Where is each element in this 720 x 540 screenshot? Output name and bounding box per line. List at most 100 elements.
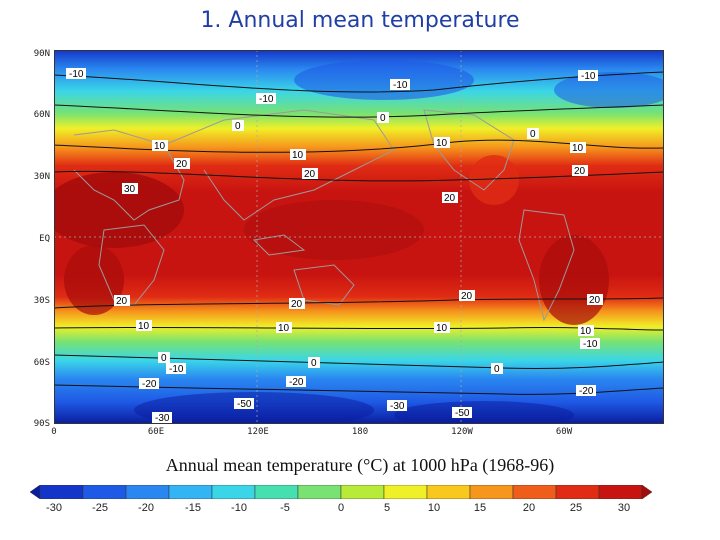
lon-label: 180 bbox=[351, 427, 369, 437]
contour-label: 10 bbox=[276, 322, 292, 334]
contour-label: 10 bbox=[434, 322, 450, 334]
contour-label: 0 bbox=[308, 357, 320, 369]
map-caption: Annual mean temperature (°C) at 1000 hPa… bbox=[165, 455, 555, 475]
colorbar-tick: -25 bbox=[92, 502, 108, 514]
svg-text:20: 20 bbox=[589, 295, 601, 306]
svg-text:0: 0 bbox=[311, 358, 317, 369]
colorbar-segment bbox=[340, 485, 385, 499]
contour-label: -10 bbox=[166, 363, 186, 375]
colorbar-arrow-left bbox=[30, 485, 41, 499]
contour-label: 20 bbox=[114, 295, 130, 307]
contour-label: -10 bbox=[580, 338, 600, 350]
contour-label: 10 bbox=[570, 142, 586, 154]
contour-label: -50 bbox=[452, 407, 472, 419]
contour-label: -20 bbox=[139, 378, 159, 390]
lat-lon-grid bbox=[54, 50, 664, 424]
svg-text:10: 10 bbox=[436, 323, 448, 334]
contour-label: 20 bbox=[302, 168, 318, 180]
svg-text:-30: -30 bbox=[390, 401, 405, 412]
svg-text:-20: -20 bbox=[289, 377, 304, 388]
colorbar-segment bbox=[211, 485, 256, 499]
lon-label: 120W bbox=[451, 427, 473, 437]
colorbar-tick: 5 bbox=[383, 502, 391, 514]
contour-label: 10 bbox=[152, 140, 168, 152]
svg-text:20: 20 bbox=[304, 169, 316, 180]
svg-text:-10: -10 bbox=[259, 94, 274, 105]
lon-label: 120E bbox=[247, 427, 269, 437]
svg-text:-20: -20 bbox=[579, 386, 594, 397]
contour-label: 10 bbox=[578, 325, 594, 337]
contour-label: 0 bbox=[232, 120, 244, 132]
colorbar-tick: 10 bbox=[427, 502, 441, 514]
contour-label: 30 bbox=[122, 183, 138, 195]
svg-text:20: 20 bbox=[461, 291, 473, 302]
lat-label: 60N bbox=[33, 110, 50, 120]
svg-text:0: 0 bbox=[530, 129, 536, 140]
svg-text:-10: -10 bbox=[583, 339, 598, 350]
contour-label: 0 bbox=[377, 112, 389, 124]
svg-text:-50: -50 bbox=[237, 399, 252, 410]
svg-text:30: 30 bbox=[124, 184, 136, 195]
contour-label: 20 bbox=[587, 294, 603, 306]
contour-lines bbox=[54, 71, 664, 395]
svg-text:0: 0 bbox=[161, 353, 167, 364]
contour-label: 20 bbox=[442, 192, 458, 204]
lat-label: 90S bbox=[33, 419, 50, 429]
colorbar-tick: -5 bbox=[280, 502, 290, 514]
contour-label: 20 bbox=[572, 165, 588, 177]
svg-text:20: 20 bbox=[444, 193, 456, 204]
colorbar-segment bbox=[383, 485, 428, 499]
contour-label: 10 bbox=[290, 149, 306, 161]
contour-label: 0 bbox=[158, 352, 170, 364]
svg-text:-10: -10 bbox=[69, 69, 84, 80]
map-frame bbox=[54, 50, 664, 424]
colorbar-tick: 0 bbox=[337, 502, 345, 514]
contour-label: 10 bbox=[136, 320, 152, 332]
colorbar-tick: 15 bbox=[473, 502, 487, 514]
colorbar-tick: 25 bbox=[569, 502, 583, 514]
svg-text:0: 0 bbox=[235, 121, 241, 132]
svg-text:10: 10 bbox=[278, 323, 290, 334]
svg-text:-10: -10 bbox=[169, 364, 184, 375]
colorbar-segment bbox=[297, 485, 342, 499]
svg-text:20: 20 bbox=[574, 166, 586, 177]
svg-text:0: 0 bbox=[494, 364, 500, 375]
colorbar-segment bbox=[82, 485, 127, 499]
svg-text:20: 20 bbox=[116, 296, 128, 307]
svg-text:10: 10 bbox=[572, 143, 584, 154]
colorbar-arrow-right bbox=[641, 485, 652, 499]
svg-text:-10: -10 bbox=[393, 80, 408, 91]
colorbar-tick: -30 bbox=[46, 502, 62, 514]
colorbar bbox=[30, 485, 652, 499]
contour-label: -10 bbox=[256, 93, 276, 105]
colorbar-segment bbox=[168, 485, 213, 499]
colorbar-tick: 30 bbox=[617, 502, 631, 514]
contour-label: -20 bbox=[286, 376, 306, 388]
svg-text:10: 10 bbox=[138, 321, 150, 332]
contour-label: -30 bbox=[152, 412, 172, 424]
svg-text:10: 10 bbox=[292, 150, 304, 161]
contour-label: 20 bbox=[289, 298, 305, 310]
contour-label-group: -10 -10 -10 0 0 0 10 10 10 10 20 20 20 2… bbox=[66, 68, 603, 424]
colorbar-tick: -10 bbox=[231, 502, 247, 514]
contour-label: -30 bbox=[387, 400, 407, 412]
svg-text:-20: -20 bbox=[142, 379, 157, 390]
svg-text:-10: -10 bbox=[581, 71, 596, 82]
contour-label: 0 bbox=[527, 128, 539, 140]
lat-label: 60S bbox=[33, 358, 50, 368]
colorbar-segment bbox=[598, 485, 643, 499]
contour-label: -10 bbox=[390, 79, 410, 91]
slide-title: 1. Annual mean temperature bbox=[200, 8, 520, 33]
temperature-map: -10 -10 -10 0 0 0 10 10 10 10 20 20 20 2… bbox=[54, 50, 664, 424]
svg-text:-50: -50 bbox=[455, 408, 470, 419]
contour-label: 20 bbox=[459, 290, 475, 302]
contour-label: -10 bbox=[66, 68, 86, 80]
colorbar-segment bbox=[426, 485, 471, 499]
map-svg: -10 -10 -10 0 0 0 10 10 10 10 20 20 20 2… bbox=[54, 50, 664, 424]
lon-label: 60W bbox=[555, 427, 573, 437]
svg-text:20: 20 bbox=[291, 299, 303, 310]
lon-label: 0 bbox=[51, 427, 57, 437]
colorbar-tick: 20 bbox=[522, 502, 536, 514]
svg-text:10: 10 bbox=[436, 138, 448, 149]
colorbar-segment bbox=[39, 485, 84, 499]
